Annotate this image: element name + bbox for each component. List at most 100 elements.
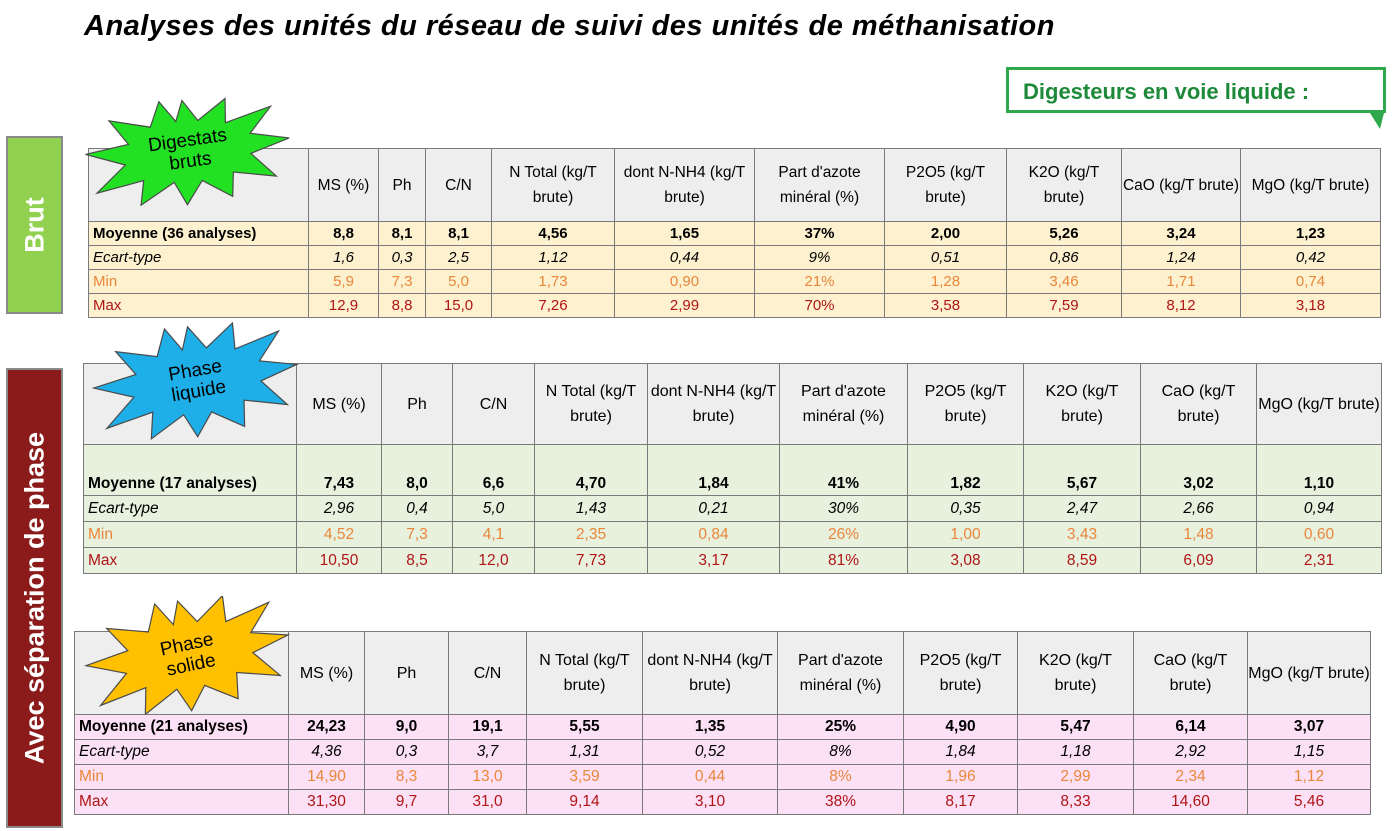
cell: 3,43 — [1023, 521, 1141, 548]
cell: 1,65 — [614, 221, 755, 246]
cell: 2,92 — [1133, 739, 1248, 765]
cell: 4,1 — [452, 521, 535, 548]
column-header: C/N — [448, 631, 527, 715]
column-header: MgO (kg/T brute) — [1256, 363, 1382, 445]
cell: 0,4 — [381, 495, 453, 522]
column-header: MS (%) — [296, 363, 382, 445]
cell: 7,3 — [378, 269, 426, 294]
column-header: MgO (kg/T brute) — [1247, 631, 1371, 715]
column-header: N Total (kg/T brute) — [534, 363, 648, 445]
cell: 8% — [777, 764, 904, 790]
cell: 8,59 — [1023, 547, 1141, 574]
cell: 8,8 — [378, 293, 426, 318]
cell: 6,09 — [1140, 547, 1257, 574]
cell: 14,90 — [288, 764, 365, 790]
cell: 0,52 — [642, 739, 778, 765]
cell: 1,23 — [1240, 221, 1381, 246]
column-header: Part d'azote minéral (%) — [777, 631, 904, 715]
cell: 8,1 — [378, 221, 426, 246]
table-row: Min 5,9 7,3 5,0 1,73 0,90 21% 1,28 3,46 … — [88, 269, 1381, 294]
column-header: Ph — [378, 148, 426, 222]
table-row: Ecart-type 1,6 0,3 2,5 1,12 0,44 9% 0,51… — [88, 245, 1381, 270]
badge-phase-liquide: Phase liquide — [92, 322, 302, 440]
cell: 1,35 — [642, 714, 778, 740]
cell: 1,28 — [884, 269, 1007, 294]
cell: 3,58 — [884, 293, 1007, 318]
header-row: MS (%) Ph C/N N Total (kg/T brute) dont … — [83, 363, 1382, 445]
cell: 1,31 — [526, 739, 643, 765]
column-header: CaO (kg/T brute) — [1140, 363, 1257, 445]
column-header: MS (%) — [308, 148, 379, 222]
cell: 4,70 — [534, 444, 648, 496]
cell: 7,3 — [381, 521, 453, 548]
cell: 81% — [779, 547, 908, 574]
cell: 0,74 — [1240, 269, 1381, 294]
cell: 9,0 — [364, 714, 449, 740]
table-row: Max 10,50 8,5 12,0 7,73 3,17 81% 3,08 8,… — [83, 547, 1382, 574]
cell: 8% — [777, 739, 904, 765]
cell: 2,31 — [1256, 547, 1382, 574]
cell: 7,43 — [296, 444, 382, 496]
starburst-shape — [84, 596, 291, 714]
cell: 8,0 — [381, 444, 453, 496]
cell: 14,60 — [1133, 789, 1248, 815]
table-row: Ecart-type 4,36 0,3 3,7 1,31 0,52 8% 1,8… — [74, 739, 1371, 765]
side-label-brut: Brut — [6, 136, 63, 314]
cell: 4,52 — [296, 521, 382, 548]
column-header: CaO (kg/T brute) — [1121, 148, 1241, 222]
table-row: Min 4,52 7,3 4,1 2,35 0,84 26% 1,00 3,43… — [83, 521, 1382, 548]
cell: 2,96 — [296, 495, 382, 522]
cell: 5,0 — [452, 495, 535, 522]
cell: 0,60 — [1256, 521, 1382, 548]
column-header: Ph — [381, 363, 453, 445]
cell: 31,0 — [448, 789, 527, 815]
cell: 8,1 — [425, 221, 492, 246]
side-label-separation: Avec séparation de phase — [6, 368, 63, 828]
cell: 1,96 — [903, 764, 1018, 790]
callout-text: Digesteurs en voie liquide : — [1023, 79, 1310, 104]
cell: 24,23 — [288, 714, 365, 740]
column-header: P2O5 (kg/T brute) — [907, 363, 1024, 445]
column-header: Part d'azote minéral (%) — [754, 148, 885, 222]
cell: 1,10 — [1256, 444, 1382, 496]
table-phase-liquide: MS (%) Ph C/N N Total (kg/T brute) dont … — [83, 363, 1382, 574]
cell: 38% — [777, 789, 904, 815]
badge-digestats-bruts: Digestats bruts — [84, 96, 294, 206]
table-row: Moyenne (17 analyses) 7,43 8,0 6,6 4,70 … — [83, 444, 1382, 496]
column-header: Ph — [364, 631, 449, 715]
cell: 4,90 — [903, 714, 1018, 740]
cell: 37% — [754, 221, 885, 246]
cell: 8,33 — [1017, 789, 1134, 815]
cell: 5,55 — [526, 714, 643, 740]
cell: 1,73 — [491, 269, 615, 294]
cell: 2,66 — [1140, 495, 1257, 522]
column-header: MS (%) — [288, 631, 365, 715]
cell: 1,71 — [1121, 269, 1241, 294]
cell: 1,12 — [1247, 764, 1371, 790]
cell: 8,3 — [364, 764, 449, 790]
cell: 3,46 — [1006, 269, 1122, 294]
row-label: Ecart-type — [83, 495, 297, 522]
cell: 0,44 — [642, 764, 778, 790]
cell: 2,34 — [1133, 764, 1248, 790]
cell: 3,24 — [1121, 221, 1241, 246]
cell: 1,6 — [308, 245, 379, 270]
cell: 2,99 — [1017, 764, 1134, 790]
cell: 10,50 — [296, 547, 382, 574]
cell: 3,7 — [448, 739, 527, 765]
cell: 5,47 — [1017, 714, 1134, 740]
cell: 5,46 — [1247, 789, 1371, 815]
table-digestats-bruts: MS (%) Ph C/N N Total (kg/T brute) dont … — [88, 148, 1381, 318]
table-row: Max 31,30 9,7 31,0 9,14 3,10 38% 8,17 8,… — [74, 789, 1371, 815]
row-label: Min — [88, 269, 309, 294]
cell: 1,82 — [907, 444, 1024, 496]
cell: 0,3 — [378, 245, 426, 270]
column-header: C/N — [425, 148, 492, 222]
cell: 3,17 — [647, 547, 780, 574]
cell: 4,36 — [288, 739, 365, 765]
cell: 13,0 — [448, 764, 527, 790]
row-label: Moyenne (36 analyses) — [88, 221, 309, 246]
cell: 21% — [754, 269, 885, 294]
table-row: Max 12,9 8,8 15,0 7,26 2,99 70% 3,58 7,5… — [88, 293, 1381, 318]
cell: 7,59 — [1006, 293, 1122, 318]
